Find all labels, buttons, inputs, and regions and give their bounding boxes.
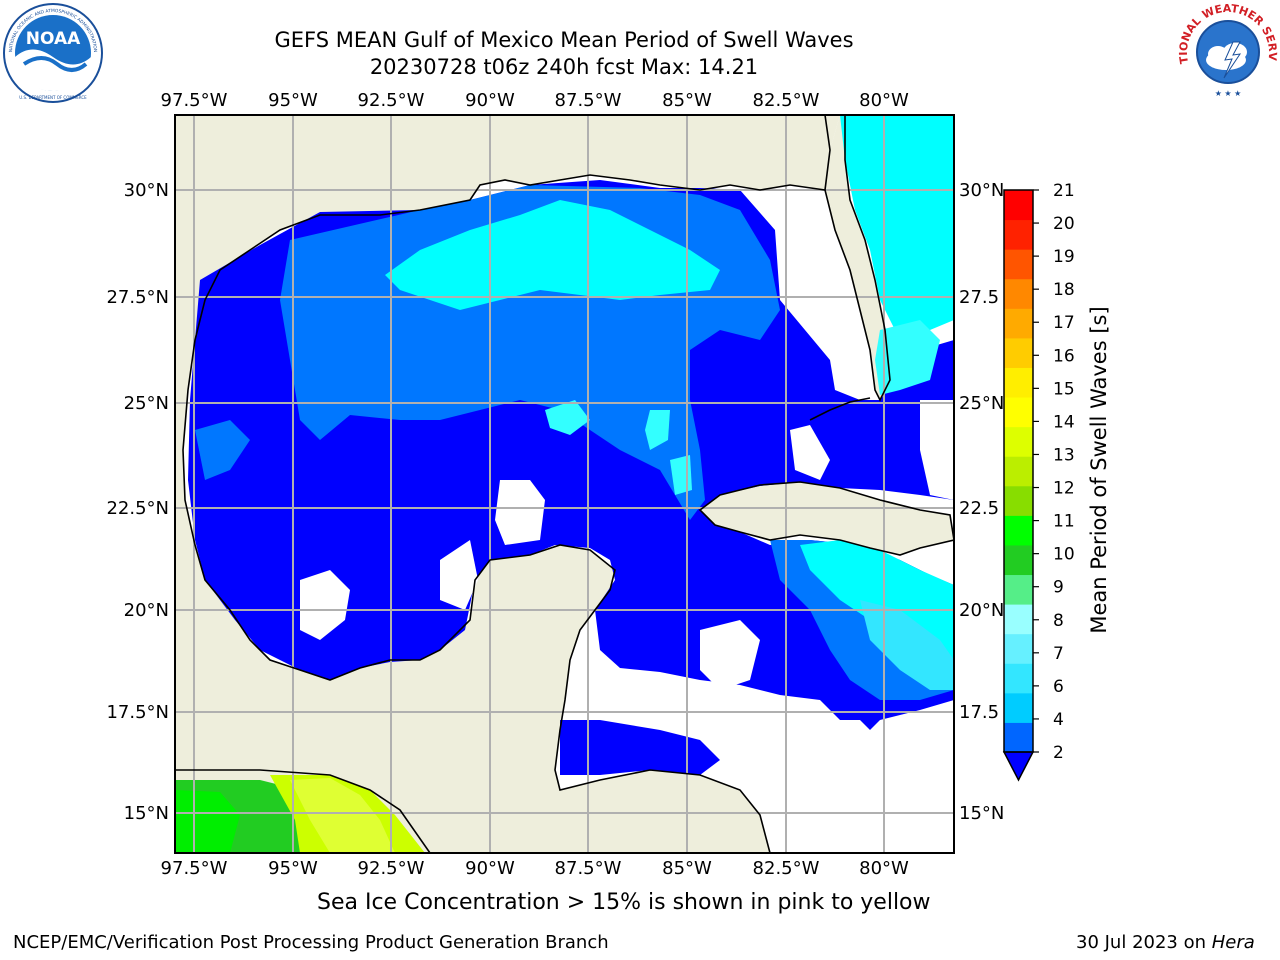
colorbar-segment [1004, 397, 1033, 428]
footer-branch: NCEP/EMC/Verification Post Processing Pr… [13, 932, 609, 953]
colorbar-segment [1004, 604, 1033, 635]
lat-label-right: 25°N [959, 393, 1004, 414]
lat-label-right: 30°N [959, 180, 1004, 201]
lon-label-bottom: 92.5°W [358, 858, 425, 879]
colorbar-segment [1004, 426, 1033, 457]
colorbar-frame [1003, 189, 1034, 753]
colorbar-segment [1004, 308, 1033, 339]
chart-subtitle: 20230728 t06z 240h fcst Max: 14.21 [369, 55, 759, 79]
colorbar-extension [1002, 751, 1035, 782]
colorbar-segment [1004, 337, 1033, 368]
lat-label-right: 17.5 [959, 702, 999, 723]
colorbar-tick-label: 13 [1053, 445, 1075, 465]
lat-label-right: 27.5 [959, 287, 999, 308]
colorbar-tick-label: 15 [1053, 379, 1075, 399]
colorbar-tick-label: 18 [1053, 280, 1075, 300]
lon-label-bottom: 80°W [859, 858, 909, 879]
lat-label-left: 15°N [124, 803, 169, 824]
lon-label-bottom: 90°W [465, 858, 515, 879]
lat-label-left: 30°N [124, 180, 169, 201]
lon-label-top: 80°W [859, 90, 909, 111]
colorbar-tick-label: 10 [1053, 545, 1075, 565]
lon-label-bottom: 82.5°W [753, 858, 820, 879]
colorbar-tick-label: 19 [1053, 247, 1075, 267]
colorbar-tick-label: 12 [1053, 479, 1075, 499]
colorbar-segment [1004, 544, 1033, 576]
footer-date: 30 Jul 2023 on Hera [1076, 932, 1255, 953]
noaa-logo-text: NOAA [26, 29, 81, 49]
chart-title: GEFS MEAN Gulf of Mexico Mean Period of … [274, 28, 854, 52]
lon-label-top: 97.5°W [161, 90, 228, 111]
lat-label-right: 20°N [959, 600, 1004, 621]
colorbar-segment [1004, 367, 1033, 398]
colorbar-tick-label: 6 [1053, 677, 1064, 697]
footer-date-text: 30 Jul 2023 on [1076, 932, 1212, 953]
colorbar-tick-label: 17 [1053, 313, 1075, 333]
colorbar-segment [1004, 722, 1033, 753]
colorbar-segment [1004, 219, 1033, 250]
colorbar-segment [1004, 485, 1033, 516]
noaa-logo: NOAA U.S. DEPARTMENT OF COMMERCE NATIONA… [3, 3, 103, 103]
colorbar-tick-label: 8 [1053, 611, 1064, 631]
colorbar-segment [1004, 515, 1033, 546]
lat-label-left: 20°N [124, 600, 169, 621]
lat-label-left: 27.5°N [106, 287, 169, 308]
lat-label-left: 17.5°N [106, 702, 169, 723]
colorbar-tick-label: 4 [1053, 710, 1064, 730]
lat-label-right: 15°N [959, 803, 1004, 824]
lon-label-bottom: 97.5°W [161, 858, 228, 879]
nws-logo: NATIONAL WEATHER SERVICE ★ ★ ★ [1178, 2, 1278, 100]
colorbar-segment [1004, 692, 1033, 723]
colorbar-tick-label: 9 [1053, 578, 1064, 598]
lat-label-left: 25°N [124, 393, 169, 414]
lat-label-left: 22.5°N [106, 498, 169, 519]
lon-label-top: 92.5°W [358, 90, 425, 111]
lon-label-top: 85°W [662, 90, 712, 111]
lon-label-top: 95°W [268, 90, 318, 111]
sea-ice-note: Sea Ice Concentration > 15% is shown in … [317, 890, 931, 915]
lon-label-top: 87.5°W [555, 90, 622, 111]
colorbar: 2 4 6 7 8 9 10 11 12 13 14 15 16 17 18 19 20 21 [1002, 181, 1075, 782]
colorbar-tick-label: 11 [1053, 512, 1075, 532]
noaa-logo-bottom-text: U.S. DEPARTMENT OF COMMERCE [19, 95, 87, 100]
svg-text:★ ★ ★: ★ ★ ★ [1215, 89, 1242, 98]
lon-label-bottom: 87.5°W [555, 858, 622, 879]
colorbar-tick-label: 21 [1053, 181, 1075, 201]
colorbar-segment [1004, 633, 1033, 664]
colorbar-segment [1004, 663, 1033, 694]
colorbar-tick-label: 20 [1053, 214, 1075, 234]
lon-label-top: 82.5°W [753, 90, 820, 111]
colorbar-segment [1004, 249, 1033, 280]
colorbar-segment [1004, 574, 1033, 605]
footer-host: Hera [1211, 932, 1255, 953]
coastlines [175, 115, 954, 853]
colorbar-tick-label: 14 [1053, 412, 1075, 432]
lat-label-right: 22.5 [959, 498, 999, 519]
colorbar-segment [1004, 190, 1033, 221]
map-frame [174, 114, 955, 854]
lon-label-top: 90°W [465, 90, 515, 111]
swell-field [175, 115, 954, 853]
colorbar-tick-label: 7 [1053, 644, 1064, 664]
colorbar-segment [1004, 456, 1033, 487]
colorbar-tick-label: 2 [1053, 743, 1064, 763]
colorbar-label: Mean Period of Swell Waves [s] [1087, 306, 1111, 633]
colorbar-segment [1004, 278, 1033, 309]
colorbar-tick-label: 16 [1053, 346, 1075, 366]
lon-label-bottom: 85°W [662, 858, 712, 879]
lon-label-bottom: 95°W [268, 858, 318, 879]
graticule [175, 115, 954, 853]
